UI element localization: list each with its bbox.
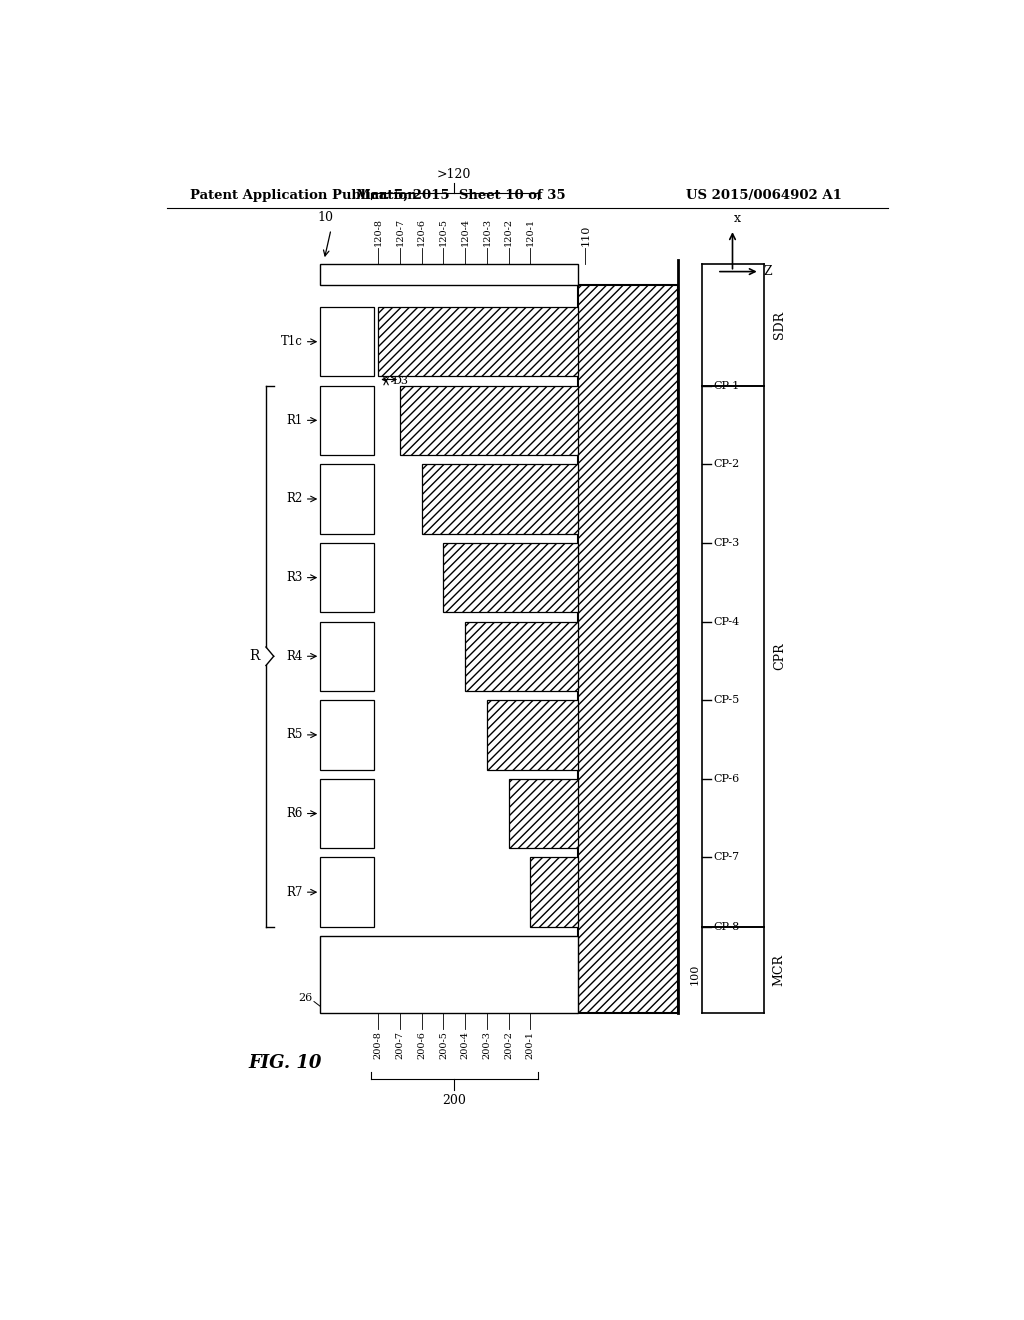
Bar	[321, 936, 578, 1014]
Text: 200-4: 200-4	[461, 1031, 470, 1059]
Text: Mar. 5, 2015  Sheet 10 of 35: Mar. 5, 2015 Sheet 10 of 35	[356, 189, 566, 202]
Text: 200-2: 200-2	[504, 1031, 513, 1059]
Bar	[578, 285, 678, 1014]
Text: CP-5: CP-5	[713, 696, 739, 705]
Text: R3: R3	[286, 572, 302, 585]
Bar	[321, 385, 375, 455]
Bar	[530, 858, 578, 927]
Text: R6: R6	[286, 807, 302, 820]
Text: CP-6: CP-6	[713, 774, 739, 784]
Text: Patent Application Publication: Patent Application Publication	[190, 189, 417, 202]
Text: 200-6: 200-6	[417, 1031, 426, 1059]
Text: 120-3: 120-3	[482, 218, 492, 246]
Text: FIG. 10: FIG. 10	[248, 1055, 322, 1072]
Text: T1c: T1c	[281, 335, 302, 348]
Text: 120-6: 120-6	[417, 218, 426, 246]
Text: 110: 110	[581, 224, 590, 246]
Text: R7: R7	[286, 886, 302, 899]
Text: 120-5: 120-5	[439, 218, 447, 246]
Text: 120-2: 120-2	[504, 218, 513, 246]
Text: 200-1: 200-1	[525, 1031, 535, 1059]
Text: >120: >120	[437, 168, 471, 181]
Text: CP-2: CP-2	[713, 459, 739, 470]
Text: 200-8: 200-8	[374, 1031, 383, 1059]
Bar	[321, 622, 375, 690]
Text: 200: 200	[442, 1094, 466, 1107]
Text: CP-3: CP-3	[713, 539, 739, 548]
Text: 120-4: 120-4	[461, 218, 470, 246]
Bar	[509, 779, 578, 849]
Bar	[321, 779, 375, 849]
Text: CPR: CPR	[773, 643, 785, 671]
Text: CP-8: CP-8	[713, 921, 739, 932]
Text: D3: D3	[392, 376, 409, 385]
Text: 120-8: 120-8	[374, 218, 383, 246]
Text: R2: R2	[286, 492, 302, 506]
Text: CP-7: CP-7	[713, 853, 739, 862]
Text: 10: 10	[317, 211, 334, 224]
Bar	[321, 465, 375, 533]
Bar	[443, 543, 578, 612]
Text: 200-7: 200-7	[395, 1031, 404, 1059]
Text: R5: R5	[286, 729, 302, 742]
Bar	[321, 543, 375, 612]
Text: 120-7: 120-7	[395, 218, 404, 246]
Text: MCR: MCR	[773, 954, 785, 986]
Text: R4: R4	[286, 649, 302, 663]
Bar	[321, 264, 578, 285]
Bar	[465, 622, 578, 690]
Bar	[321, 308, 375, 376]
Text: 120-1: 120-1	[525, 218, 535, 246]
Text: R1: R1	[286, 414, 302, 426]
Text: 200-5: 200-5	[439, 1031, 447, 1059]
Text: Z: Z	[764, 265, 772, 279]
Bar	[422, 465, 578, 533]
Bar	[321, 858, 375, 927]
Text: L3: L3	[382, 362, 396, 372]
Bar	[400, 385, 578, 455]
Bar	[486, 700, 578, 770]
Text: x: x	[734, 213, 741, 226]
Bar	[321, 700, 375, 770]
Text: R: R	[250, 649, 260, 663]
Text: CP-1: CP-1	[713, 380, 739, 391]
Text: CP-4: CP-4	[713, 616, 739, 627]
Text: 26: 26	[298, 993, 312, 1003]
Text: SDR: SDR	[773, 310, 785, 339]
Text: 200-3: 200-3	[482, 1031, 492, 1059]
Text: US 2015/0064902 A1: US 2015/0064902 A1	[685, 189, 842, 202]
Text: 100: 100	[690, 964, 699, 985]
Bar	[378, 308, 578, 376]
